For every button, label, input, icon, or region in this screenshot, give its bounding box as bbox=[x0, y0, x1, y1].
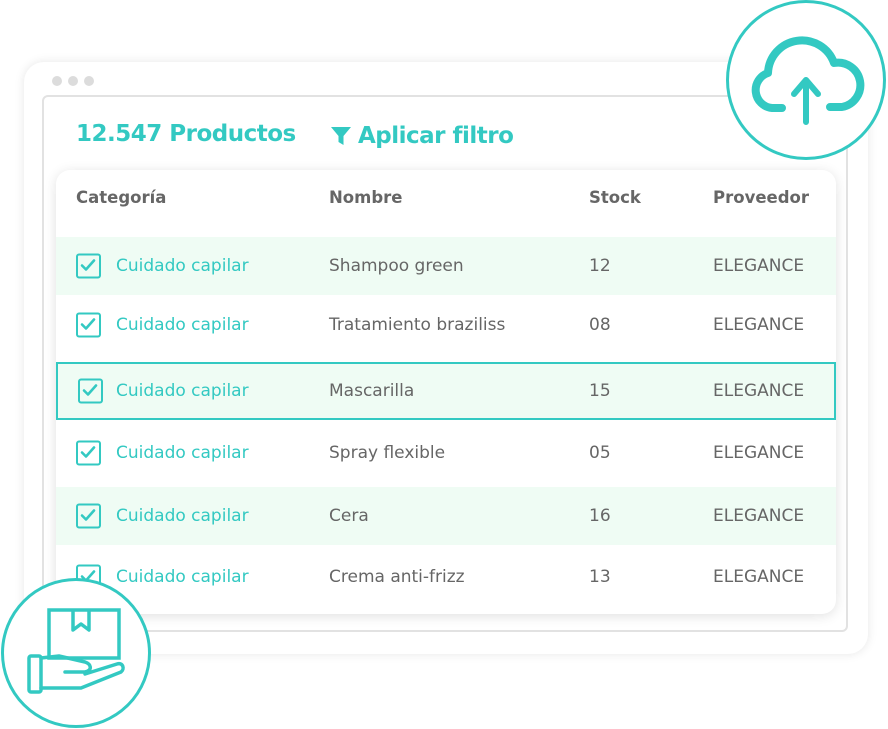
window-dot bbox=[68, 76, 78, 86]
window-dots bbox=[52, 76, 94, 86]
table-row[interactable]: Cuidado capilar Cera 16 ELEGANCE bbox=[56, 487, 836, 545]
apply-filter-label: Aplicar filtro bbox=[358, 123, 514, 149]
checkmark-icon bbox=[80, 318, 96, 330]
row-checkbox[interactable] bbox=[76, 440, 101, 466]
stock-cell: 05 bbox=[589, 443, 611, 463]
window-dot bbox=[52, 76, 62, 86]
column-header-category[interactable]: Categoría bbox=[76, 188, 167, 207]
name-cell: Tratamiento braziliss bbox=[329, 315, 506, 335]
funnel-icon bbox=[331, 127, 351, 145]
stock-cell: 12 bbox=[589, 256, 611, 276]
name-cell: Spray flexible bbox=[329, 443, 446, 463]
provider-cell: ELEGANCE bbox=[713, 506, 805, 526]
checkmark-icon bbox=[80, 259, 96, 271]
category-cell: Cuidado capilar bbox=[116, 443, 249, 463]
checkmark-icon bbox=[80, 509, 96, 521]
provider-cell: ELEGANCE bbox=[713, 567, 805, 587]
category-cell: Cuidado capilar bbox=[116, 567, 249, 587]
apply-filter-button[interactable]: Aplicar filtro bbox=[330, 123, 514, 149]
category-cell: Cuidado capilar bbox=[116, 256, 249, 276]
delivery-badge bbox=[1, 578, 151, 728]
category-cell: Cuidado capilar bbox=[116, 381, 249, 401]
name-cell: Cera bbox=[329, 506, 369, 526]
provider-cell: ELEGANCE bbox=[713, 443, 805, 463]
stock-cell: 08 bbox=[589, 315, 611, 335]
table-row[interactable]: Cuidado capilar Tratamiento braziliss 08 EL… bbox=[56, 296, 836, 354]
column-header-provider[interactable]: Proveedor bbox=[713, 188, 809, 207]
table-row[interactable]: Cuidado capilar Crema anti-frizz 13 ELEGANC… bbox=[56, 548, 836, 606]
provider-cell: ELEGANCE bbox=[713, 315, 805, 335]
table-row[interactable]: Cuidado capilar Spray flexible 05 ELEGANCE bbox=[56, 424, 836, 482]
category-cell: Cuidado capilar bbox=[116, 315, 249, 335]
category-cell: Cuidado capilar bbox=[116, 506, 249, 526]
column-header-stock[interactable]: Stock bbox=[589, 188, 641, 207]
name-cell: Crema anti-frizz bbox=[329, 567, 465, 587]
stock-cell: 15 bbox=[589, 381, 611, 401]
stock-cell: 16 bbox=[589, 506, 611, 526]
row-checkbox[interactable] bbox=[76, 503, 101, 529]
products-table: Categoría Nombre Stock Proveedor Cuidado… bbox=[56, 170, 836, 614]
provider-cell: ELEGANCE bbox=[713, 381, 805, 401]
row-checkbox[interactable] bbox=[76, 253, 101, 279]
table-row[interactable]: Cuidado capilar Mascarilla 15 ELEGANCE bbox=[56, 362, 836, 420]
stock-cell: 13 bbox=[589, 567, 611, 587]
checkmark-icon bbox=[80, 446, 96, 458]
window-dot bbox=[84, 76, 94, 86]
name-cell: Mascarilla bbox=[329, 381, 415, 401]
cloud-upload-icon bbox=[751, 35, 864, 125]
product-count: 12.547 Productos bbox=[76, 121, 296, 147]
column-header-name[interactable]: Nombre bbox=[329, 188, 403, 207]
cloud-upload-badge bbox=[726, 0, 886, 160]
row-checkbox[interactable] bbox=[78, 378, 103, 404]
provider-cell: ELEGANCE bbox=[713, 256, 805, 276]
hand-box-icon bbox=[26, 607, 125, 694]
table-row[interactable]: Cuidado capilar Shampoo green 12 ELEGANCE bbox=[56, 237, 836, 295]
row-checkbox[interactable] bbox=[76, 312, 101, 338]
name-cell: Shampoo green bbox=[329, 256, 464, 276]
checkmark-icon bbox=[82, 384, 98, 396]
